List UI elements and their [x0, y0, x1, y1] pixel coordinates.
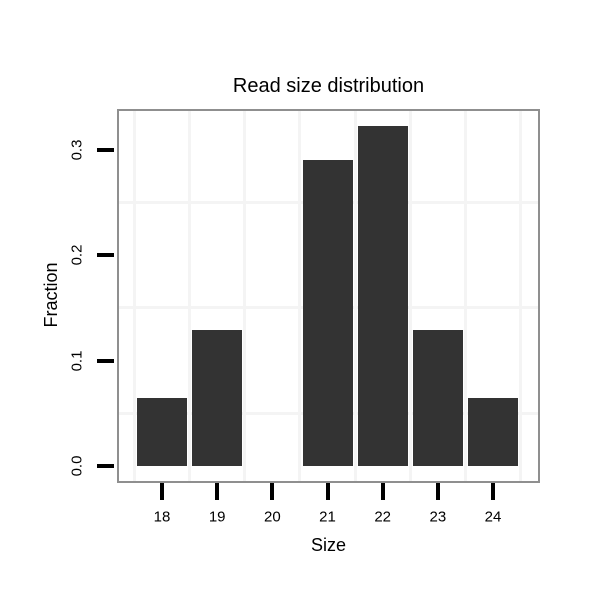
- minor-gridline-vertical: [132, 111, 136, 481]
- x-tick-label: 20: [263, 508, 281, 526]
- x-tick-label: 19: [208, 508, 226, 526]
- x-axis-tick: [270, 483, 275, 500]
- plot-panel: [117, 109, 540, 483]
- x-axis-tick: [160, 483, 164, 500]
- y-tick-label: 0.2: [68, 244, 86, 266]
- minor-gridline-vertical: [298, 111, 302, 481]
- y-axis-tick: [97, 464, 114, 468]
- chart-title: Read size distribution: [232, 75, 425, 97]
- y-axis-title: Fraction: [41, 262, 61, 328]
- minor-gridline-vertical: [463, 111, 467, 481]
- x-axis-tick: [325, 483, 330, 500]
- x-tick-label: 18: [153, 508, 171, 526]
- x-axis-tick: [215, 483, 220, 500]
- bar-size-23: [412, 330, 463, 466]
- minor-gridline-vertical: [353, 111, 357, 481]
- bar-size-21: [302, 160, 353, 466]
- y-axis-tick: [97, 147, 114, 152]
- x-tick-label: 22: [374, 508, 392, 526]
- bar-size-24: [468, 398, 519, 466]
- bar-size-18: [137, 398, 187, 466]
- x-tick-label: 21: [319, 508, 336, 526]
- x-axis-tick: [491, 483, 496, 500]
- y-tick-label: 0.3: [68, 139, 86, 161]
- x-axis-tick: [435, 483, 440, 500]
- x-tick-label: 23: [429, 508, 447, 526]
- y-tick-label: 0.1: [68, 350, 86, 372]
- minor-gridline-vertical: [408, 111, 412, 481]
- bar-size-22: [357, 126, 408, 466]
- y-axis-tick: [97, 358, 114, 363]
- x-axis-title: Size: [310, 535, 346, 555]
- minor-gridline-vertical: [519, 111, 523, 481]
- minor-gridline-vertical: [188, 111, 192, 481]
- minor-gridline-vertical: [243, 111, 247, 481]
- bar-size-19: [192, 330, 243, 466]
- x-axis-tick: [380, 483, 385, 500]
- x-tick-label: 24: [484, 508, 502, 526]
- y-axis-tick: [97, 253, 114, 258]
- y-tick-label: 0.0: [68, 455, 86, 477]
